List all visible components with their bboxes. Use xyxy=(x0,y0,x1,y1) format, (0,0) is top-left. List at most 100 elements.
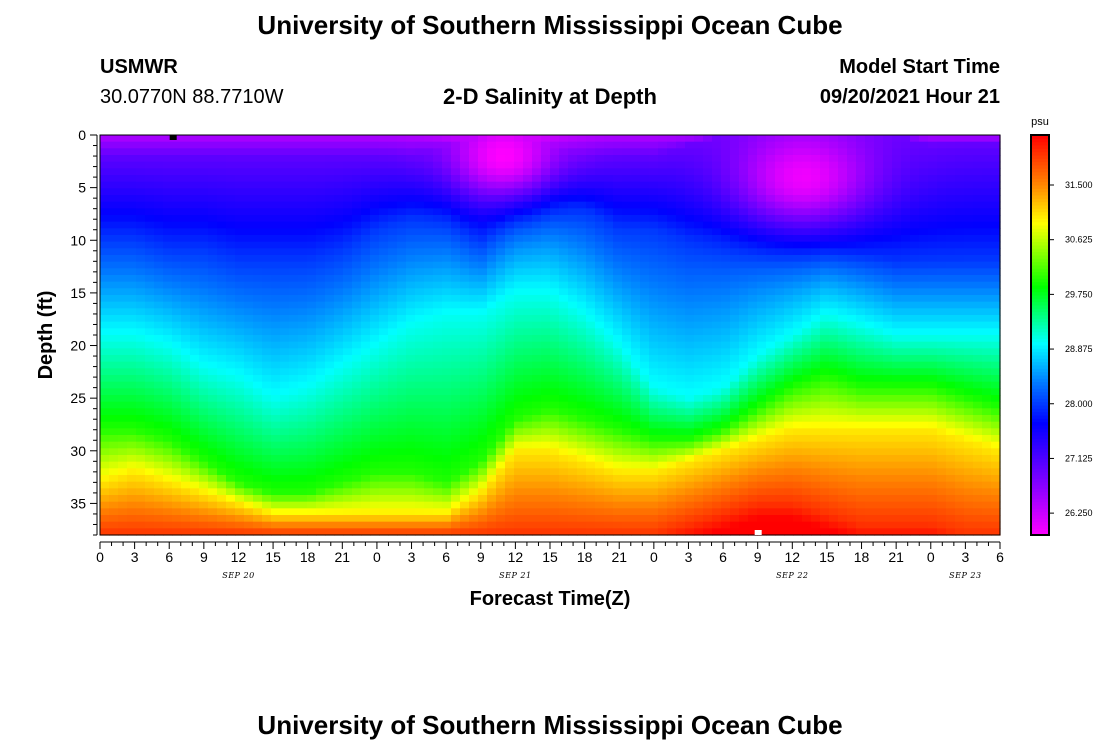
heatmap-cell xyxy=(640,148,650,156)
heatmap-cell xyxy=(433,468,443,476)
heatmap-cell xyxy=(577,195,587,203)
heatmap-cell xyxy=(262,348,272,356)
heatmap-cell xyxy=(235,508,245,516)
heatmap-cell xyxy=(766,335,776,343)
heatmap-cell xyxy=(217,421,227,429)
heatmap-cell xyxy=(415,315,425,323)
heatmap-cell xyxy=(415,275,425,283)
heatmap-cell xyxy=(559,368,569,376)
heatmap-cell xyxy=(451,281,461,289)
heatmap-cell xyxy=(127,408,137,416)
heatmap-cell xyxy=(217,355,227,363)
heatmap-cell xyxy=(739,315,749,323)
heatmap-cell xyxy=(325,261,335,269)
heatmap-cell xyxy=(811,521,821,529)
heatmap-cell xyxy=(163,515,173,523)
heatmap-cell xyxy=(172,308,182,316)
heatmap-cell xyxy=(793,175,803,183)
heatmap-cell xyxy=(730,368,740,376)
heatmap-cell xyxy=(352,368,362,376)
heatmap-cell xyxy=(640,468,650,476)
heatmap-cell xyxy=(496,161,506,169)
heatmap-cell xyxy=(415,488,425,496)
heatmap-cell xyxy=(496,448,506,456)
heatmap-cell xyxy=(217,508,227,516)
heatmap-cell xyxy=(352,375,362,383)
heatmap-cell xyxy=(379,495,389,503)
heatmap-cell xyxy=(595,161,605,169)
heatmap-cell xyxy=(469,375,479,383)
heatmap-cell xyxy=(181,341,191,349)
heatmap-cell xyxy=(559,301,569,309)
heatmap-cell xyxy=(496,181,506,189)
heatmap-cell xyxy=(487,308,497,316)
heatmap-cell xyxy=(433,475,443,483)
heatmap-cell xyxy=(190,188,200,196)
heatmap-cell xyxy=(325,188,335,196)
heatmap-cell xyxy=(109,435,119,443)
heatmap-cell xyxy=(451,515,461,523)
heatmap-cell xyxy=(685,355,695,363)
heatmap-cell xyxy=(595,415,605,423)
heatmap-cell xyxy=(109,441,119,449)
heatmap-cell xyxy=(820,528,830,536)
heatmap-cell xyxy=(622,161,632,169)
heatmap-cell xyxy=(757,175,767,183)
heatmap-cell xyxy=(613,175,623,183)
heatmap-cell xyxy=(415,188,425,196)
heatmap-cell xyxy=(451,255,461,263)
heatmap-cell xyxy=(460,235,470,243)
heatmap-cell xyxy=(109,515,119,523)
heatmap-cell xyxy=(613,261,623,269)
heatmap-cell xyxy=(649,348,659,356)
heatmap-cell xyxy=(388,488,398,496)
heatmap-cell xyxy=(721,281,731,289)
heatmap-cell xyxy=(145,395,155,403)
heatmap-cell xyxy=(136,508,146,516)
heatmap-cell xyxy=(757,208,767,216)
heatmap-cell xyxy=(586,355,596,363)
heatmap-cell xyxy=(586,215,596,223)
heatmap-cell xyxy=(190,201,200,209)
heatmap-cell xyxy=(208,375,218,383)
heatmap-cell xyxy=(127,155,137,163)
heatmap-cell xyxy=(352,155,362,163)
heatmap-cell xyxy=(109,148,119,156)
heatmap-cell xyxy=(622,408,632,416)
heatmap-cell xyxy=(253,341,263,349)
heatmap-cell xyxy=(478,208,488,216)
heatmap-cell xyxy=(280,475,290,483)
heatmap-cell xyxy=(658,155,668,163)
heatmap-cell xyxy=(154,495,164,503)
heatmap-cell xyxy=(181,301,191,309)
heatmap-cell xyxy=(307,188,317,196)
heatmap-cell xyxy=(586,341,596,349)
heatmap-cell xyxy=(586,268,596,276)
heatmap-cell xyxy=(658,461,668,469)
heatmap-cell xyxy=(766,215,776,223)
heatmap-cell xyxy=(667,141,677,149)
heatmap-cell xyxy=(676,221,686,229)
heatmap-cell xyxy=(784,488,794,496)
heatmap-cell xyxy=(262,281,272,289)
heatmap-cell xyxy=(244,428,254,436)
heatmap-cell xyxy=(739,195,749,203)
heatmap-cell xyxy=(496,355,506,363)
heatmap-cell xyxy=(838,361,848,369)
heatmap-cell xyxy=(154,288,164,296)
heatmap-cell xyxy=(757,308,767,316)
heatmap-cell xyxy=(802,215,812,223)
heatmap-cell xyxy=(271,395,281,403)
heatmap-cell xyxy=(532,528,542,536)
heatmap-cell xyxy=(577,348,587,356)
heatmap-cell xyxy=(649,395,659,403)
heatmap-cell xyxy=(388,461,398,469)
heatmap-cell xyxy=(820,181,830,189)
heatmap-cell xyxy=(478,261,488,269)
heatmap-cell xyxy=(460,195,470,203)
heatmap-cell xyxy=(343,368,353,376)
heatmap-cell xyxy=(100,501,110,509)
heatmap-cell xyxy=(280,168,290,176)
heatmap-cell xyxy=(829,235,839,243)
heatmap-cell xyxy=(757,181,767,189)
